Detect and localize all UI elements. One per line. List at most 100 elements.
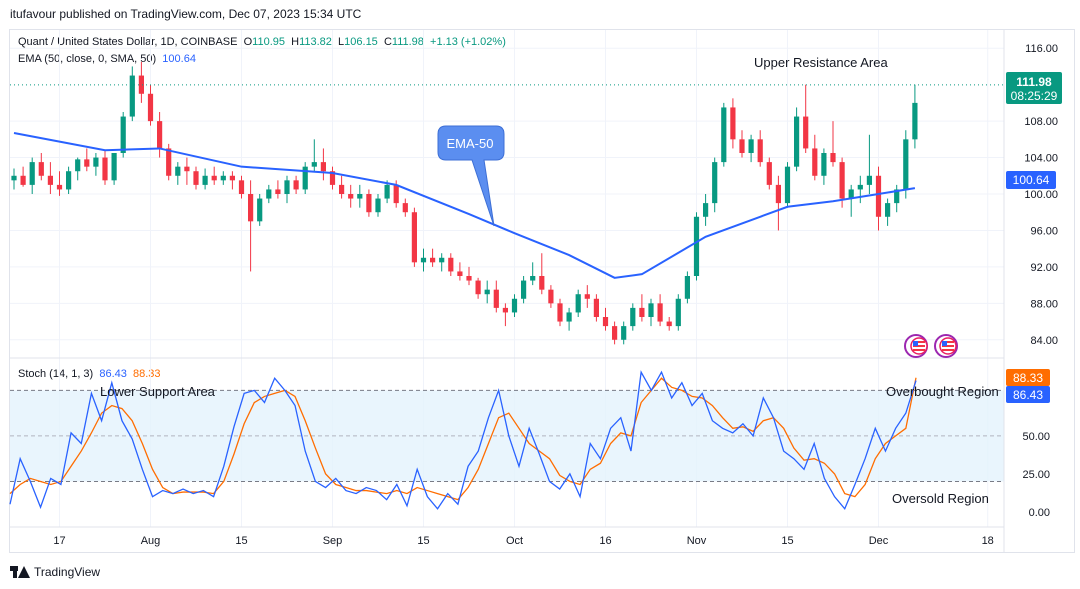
footer-brand[interactable]: TradingView — [34, 565, 101, 579]
candle-body — [557, 303, 563, 322]
candle-body — [712, 162, 718, 204]
candle-body — [120, 116, 126, 153]
price-tick-label: 88.00 — [1030, 298, 1058, 310]
ema-50-line — [13, 131, 916, 279]
candle-body — [93, 157, 99, 167]
candle-body — [84, 159, 90, 167]
ema-legend[interactable]: EMA (50, close, 0, SMA, 50) 100.64 — [18, 53, 196, 65]
candle-body — [384, 184, 390, 199]
candle-body — [311, 162, 317, 167]
candle-body — [293, 180, 299, 190]
ema-callout: EMA-50 — [437, 125, 505, 227]
candle-body — [602, 317, 609, 327]
candle-body — [912, 102, 918, 140]
stoch-legend[interactable]: Stoch (14, 1, 3) 86.43 88.33 — [18, 368, 161, 380]
publisher-line: itufavour published on TradingView.com, … — [10, 7, 362, 21]
candle-body — [612, 326, 618, 340]
candle-body — [739, 139, 745, 153]
candle-body — [502, 307, 508, 313]
candle-body — [439, 257, 445, 263]
price-axis: 84.00 88.00 92.00 96.00 100.00 104.00 108.00 11… — [1024, 43, 1058, 347]
overbought-label: Overbought Region — [886, 384, 999, 399]
stoch-d-line — [9, 377, 917, 501]
candle-body — [275, 189, 281, 194]
close-label: C — [383, 36, 392, 48]
stoch-k-badge-value: 86.43 — [1013, 388, 1043, 402]
candle-body — [457, 271, 463, 276]
price-legend: Quant / United States Dollar, 1D, COINBA… — [18, 36, 506, 48]
time-axis: 17 Aug 15 Sep 15 Oct 16 Nov 15 Dec 18 — [53, 535, 993, 547]
candle-body — [803, 116, 809, 149]
candle-body — [784, 166, 791, 204]
candle-body — [821, 153, 827, 176]
candle-body — [621, 326, 627, 340]
candle-body — [366, 194, 372, 213]
candle-body — [794, 116, 800, 167]
close-value: 111.98 — [391, 36, 424, 48]
candle-body — [175, 166, 181, 176]
candle-body — [129, 75, 135, 117]
candle-body — [648, 303, 654, 317]
candle-body — [693, 216, 700, 276]
candle-body — [766, 162, 772, 185]
high-label: H — [291, 36, 300, 48]
change-value: +1.13 (+1.02%) — [430, 36, 506, 48]
chart-frame — [9, 29, 1075, 553]
candle-body — [166, 148, 172, 176]
candle-body — [66, 171, 72, 190]
ema-label: EMA (50, close, 0, SMA, 50) — [18, 53, 157, 65]
candle-body — [757, 139, 763, 163]
low-value: 106.15 — [344, 36, 378, 48]
stoch-k-legend: 86.43 — [99, 368, 127, 380]
candle-body — [721, 107, 727, 163]
stoch-k-line — [9, 370, 917, 511]
candle-body — [857, 184, 863, 190]
candle-body — [202, 175, 208, 185]
time-tick-label: Dec — [869, 535, 889, 547]
candle-body — [684, 276, 690, 299]
candle-body — [775, 184, 781, 204]
price-tick-label: 116.00 — [1025, 43, 1058, 55]
candle-body — [11, 175, 17, 181]
candle-body — [630, 307, 636, 327]
candle-body — [348, 194, 354, 199]
candle-body — [211, 175, 217, 181]
symbol-title[interactable]: Quant / United States Dollar, 1D, COINBA… — [18, 36, 238, 48]
candle-body — [38, 162, 44, 176]
candle-body — [530, 276, 536, 281]
candle-body — [448, 257, 454, 272]
price-tick-label: 104.00 — [1024, 153, 1058, 165]
candle-body — [20, 175, 26, 185]
candle-body — [420, 257, 427, 263]
candle-body — [375, 198, 381, 213]
candles — [11, 61, 918, 345]
time-tick-label: Nov — [687, 535, 707, 547]
candle-body — [357, 194, 363, 199]
candle-body — [703, 203, 709, 217]
candle-body — [157, 121, 163, 149]
ema-badge-value: 100.64 — [1013, 173, 1050, 187]
candle-body — [666, 321, 672, 327]
open-label: O — [243, 36, 253, 48]
economic-events-icon[interactable] — [904, 334, 958, 358]
candle-body — [548, 289, 554, 304]
time-tick-label: Aug — [141, 535, 161, 547]
candle-body — [521, 280, 527, 299]
open-value: 110.95 — [252, 36, 285, 48]
candle-body — [511, 298, 518, 313]
ema-price-badge: 100.64 — [1006, 171, 1056, 189]
candle-body — [329, 171, 336, 185]
candle-body — [248, 194, 254, 222]
candle-body — [238, 180, 245, 194]
candle-body — [220, 175, 226, 181]
candle-body — [894, 189, 900, 204]
price-tick-label: 108.00 — [1024, 116, 1058, 128]
time-tick-label: 15 — [417, 535, 429, 547]
candle-body — [593, 298, 599, 317]
stoch-d-legend: 88.33 — [133, 368, 161, 380]
candle-body — [411, 212, 417, 263]
candle-body — [639, 307, 645, 317]
time-tick-label: Oct — [506, 535, 523, 547]
